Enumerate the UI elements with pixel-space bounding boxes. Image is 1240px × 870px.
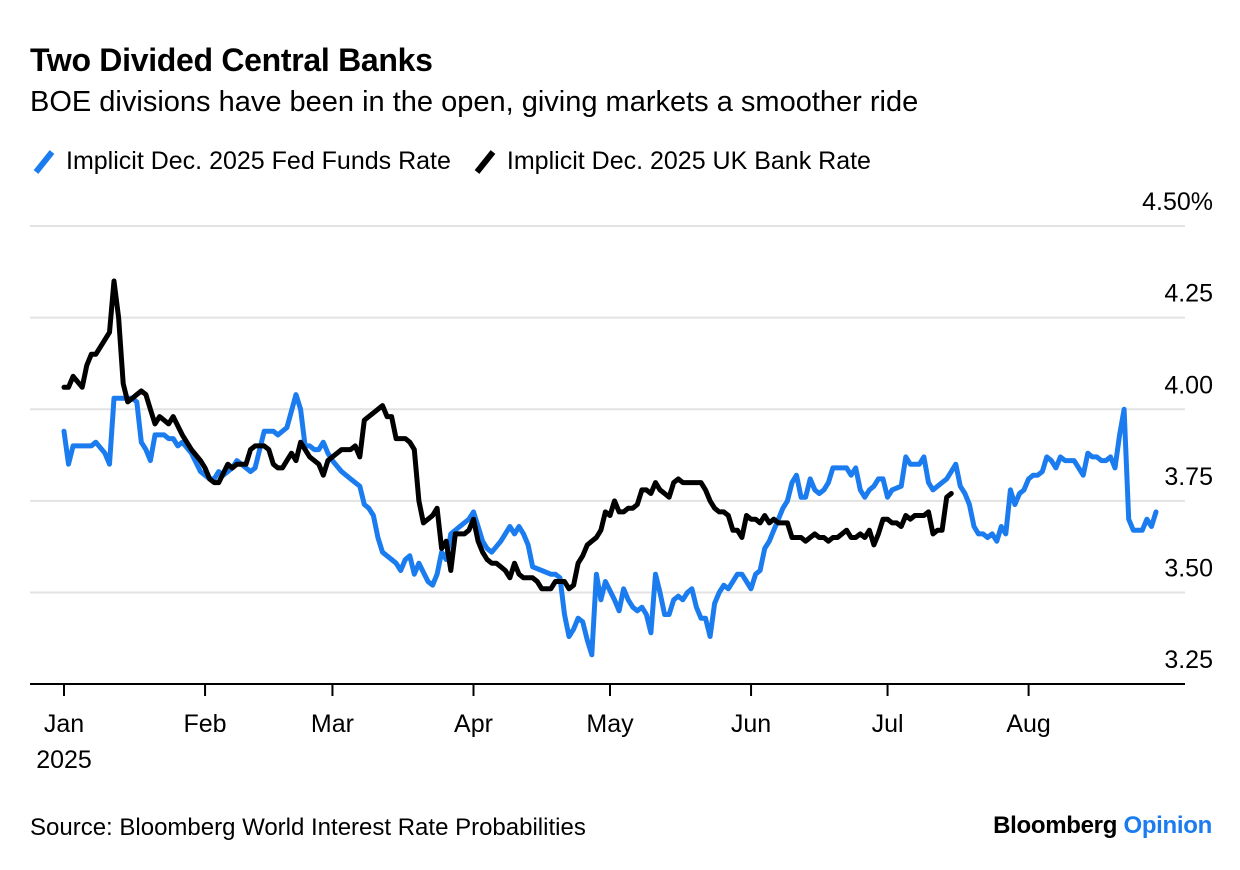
legend: Implicit Dec. 2025 Fed Funds Rate Implic… [30, 146, 891, 176]
x-tick-label-5: Jun [731, 710, 771, 738]
y-tick-label-4: 3.50 [1164, 555, 1213, 583]
y-tick-label-0: 4.50% [1142, 188, 1213, 216]
chart-subtitle: BOE divisions have been in the open, giv… [30, 86, 919, 118]
x-tick-label-1: Feb [184, 710, 227, 738]
brand-suffix: Opinion [1123, 812, 1212, 839]
x-tick-label-0: Jan [44, 710, 84, 738]
series-line-0 [61, 392, 1159, 658]
x-tick-label-6: Jul [872, 710, 904, 738]
x-tick-label-7: Aug [1006, 710, 1050, 738]
legend-swatch-uk [474, 150, 496, 174]
x-tick-label-3: Apr [454, 710, 493, 738]
y-tick-label-5: 3.25 [1164, 646, 1213, 674]
brand-logo: Bloomberg Opinion [993, 812, 1212, 840]
series-line-1 [61, 278, 954, 592]
legend-label-uk: Implicit Dec. 2025 UK Bank Rate [506, 146, 871, 175]
legend-item-fed: Implicit Dec. 2025 Fed Funds Rate [30, 146, 451, 176]
brand-name: Bloomberg [993, 812, 1118, 839]
x-tick-label-2: Mar [311, 710, 354, 738]
legend-swatch-fed [33, 150, 55, 174]
x-tick-label-4: May [586, 710, 634, 738]
chart-title: Two Divided Central Banks [30, 42, 433, 78]
legend-label-fed: Implicit Dec. 2025 Fed Funds Rate [66, 146, 451, 175]
legend-item-uk: Implicit Dec. 2025 UK Bank Rate [471, 146, 871, 176]
y-tick-label-1: 4.25 [1164, 280, 1213, 308]
source-note: Source: Bloomberg World Interest Rate Pr… [30, 814, 586, 841]
x-tick-sublabel-0: 2025 [36, 746, 92, 774]
y-tick-label-2: 4.00 [1164, 371, 1213, 399]
y-tick-label-3: 3.75 [1164, 463, 1213, 491]
